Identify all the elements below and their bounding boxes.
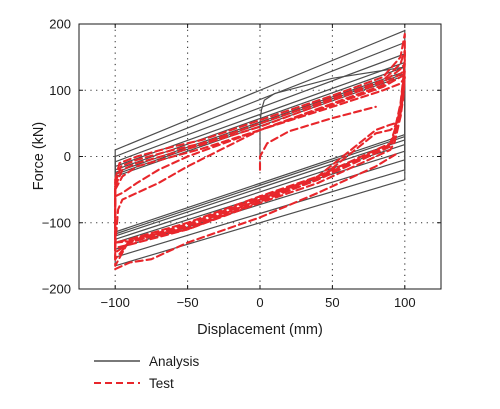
y-tick-label: −100 <box>42 215 71 230</box>
legend: Analysis Test <box>94 354 200 391</box>
series-test <box>114 32 406 271</box>
x-tick-label: 50 <box>325 295 339 310</box>
y-axis-ticks: −200 −100 0 100 200 <box>42 17 441 297</box>
x-axis-label: Displacement (mm) <box>197 322 323 338</box>
x-axis-ticks: −100 −50 0 50 100 <box>101 24 416 310</box>
x-tick-label: −50 <box>177 295 199 310</box>
y-tick-label: −200 <box>42 282 71 297</box>
y-tick-label: 100 <box>49 83 71 98</box>
hysteresis-loop <box>114 69 406 249</box>
x-tick-label: −100 <box>101 295 130 310</box>
series-layer <box>114 30 406 271</box>
y-tick-label: 200 <box>49 17 71 32</box>
extra-unloading-curve <box>114 152 399 271</box>
y-tick-label: 0 <box>64 149 71 164</box>
x-tick-label: 100 <box>394 295 416 310</box>
initial-loading-branch <box>259 66 406 158</box>
initial-loading-branch <box>258 105 377 171</box>
legend-label-analysis: Analysis <box>149 354 200 369</box>
legend-label-test: Test <box>149 376 174 391</box>
y-axis-label: Force (kN) <box>31 122 47 190</box>
x-tick-label: 0 <box>256 295 263 310</box>
hysteresis-loop <box>114 75 406 247</box>
